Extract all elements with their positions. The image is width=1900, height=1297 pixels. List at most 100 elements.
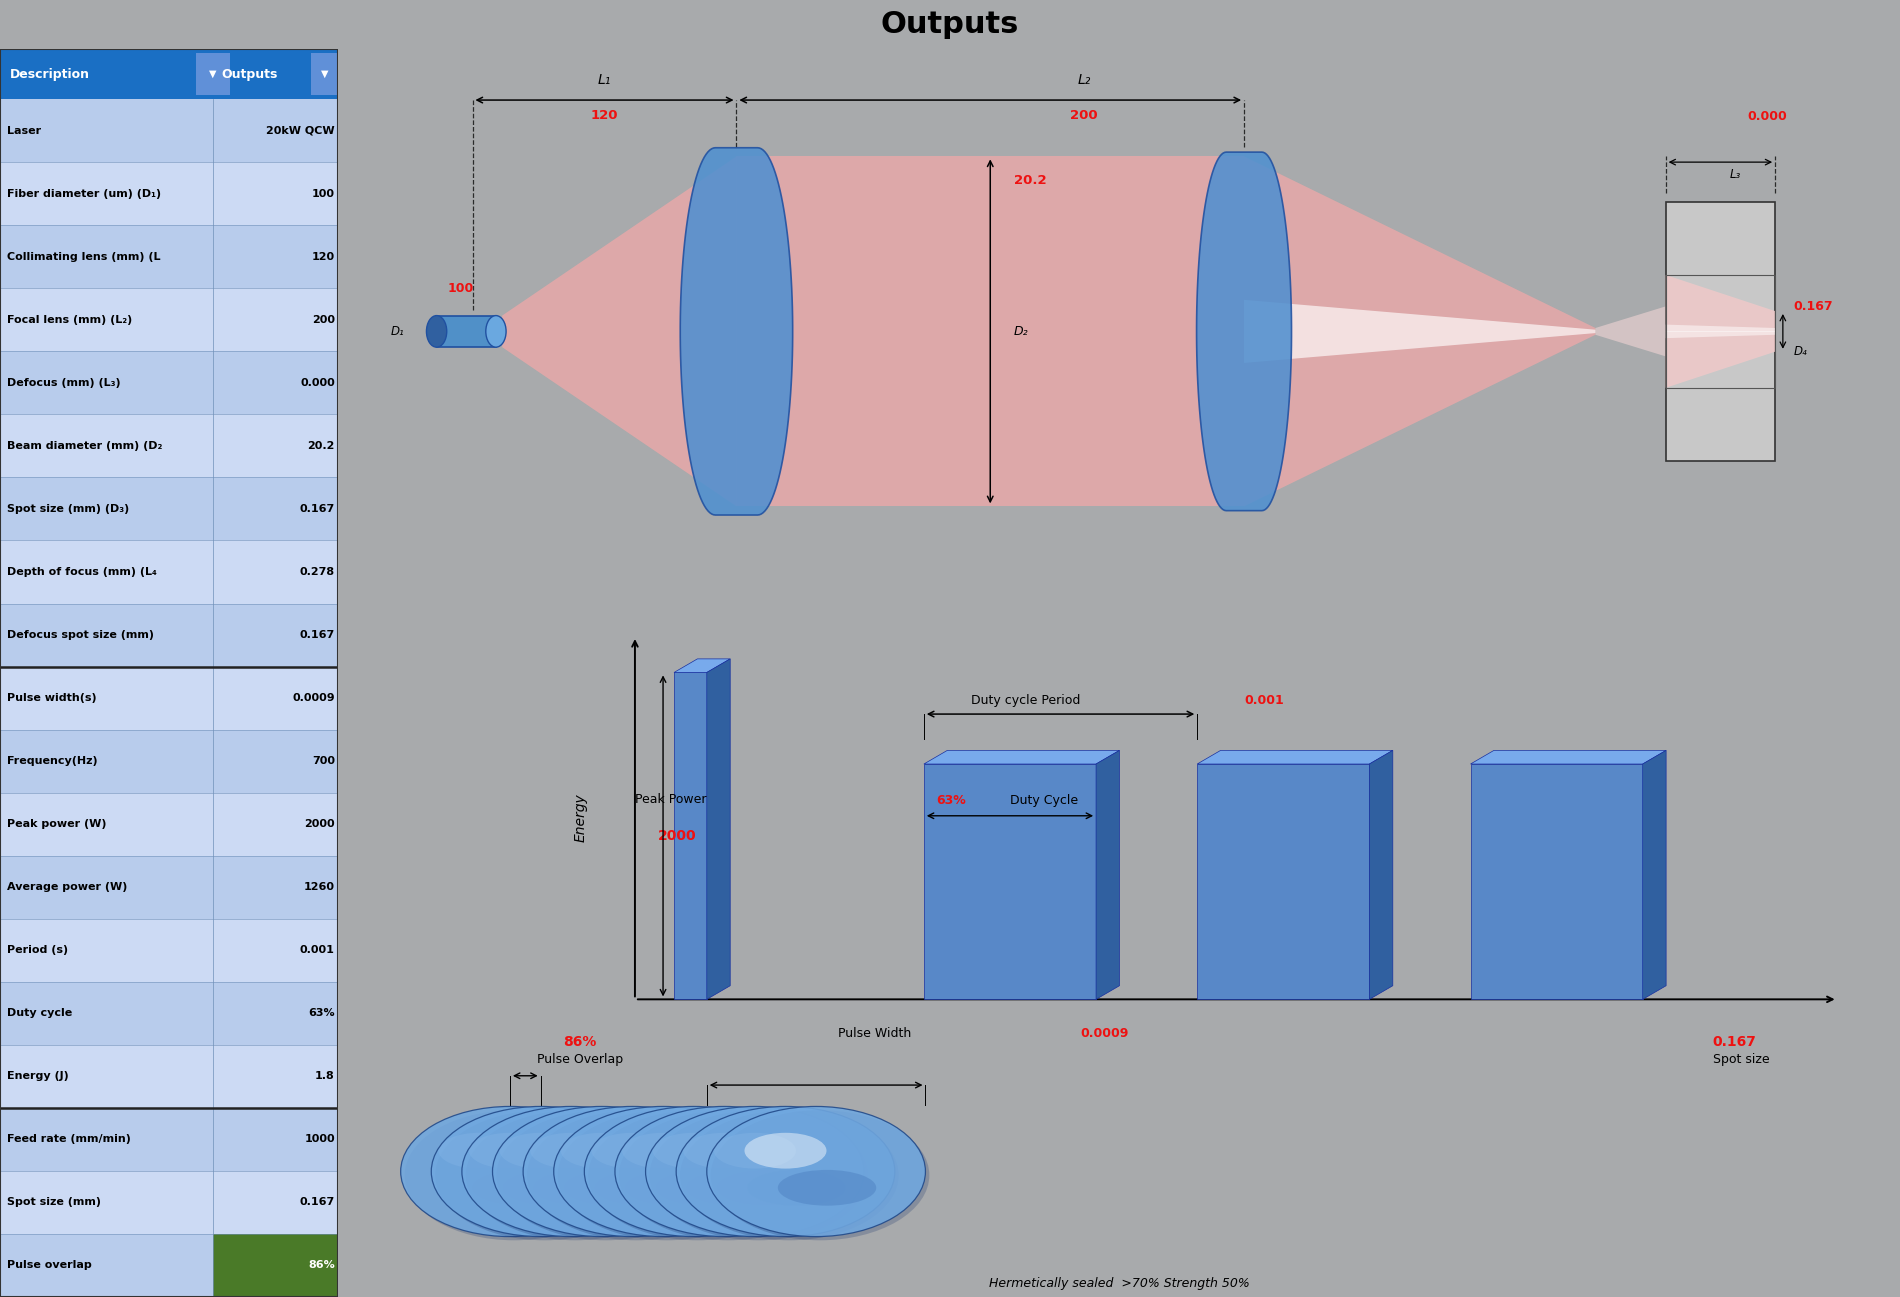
Ellipse shape bbox=[469, 1132, 551, 1169]
Ellipse shape bbox=[431, 1106, 650, 1236]
Ellipse shape bbox=[435, 1110, 654, 1240]
Text: Duty Cycle: Duty Cycle bbox=[1009, 794, 1077, 807]
Bar bbox=[312, 53, 338, 96]
Ellipse shape bbox=[405, 1110, 623, 1240]
Text: 20kW QCW: 20kW QCW bbox=[266, 126, 334, 136]
Text: 86%: 86% bbox=[564, 1035, 597, 1049]
Ellipse shape bbox=[426, 315, 446, 348]
Polygon shape bbox=[1666, 324, 1775, 339]
Bar bbox=[213, 730, 338, 792]
Ellipse shape bbox=[526, 1110, 745, 1240]
Text: Depth of focus (mm) (L₄: Depth of focus (mm) (L₄ bbox=[8, 567, 156, 577]
Ellipse shape bbox=[777, 1170, 876, 1206]
Ellipse shape bbox=[530, 1132, 612, 1169]
Text: 100: 100 bbox=[312, 189, 334, 198]
Bar bbox=[213, 162, 338, 226]
Bar bbox=[213, 415, 338, 477]
Polygon shape bbox=[1096, 751, 1119, 1000]
Bar bbox=[213, 351, 338, 415]
Ellipse shape bbox=[471, 1170, 570, 1206]
Polygon shape bbox=[1596, 272, 1775, 390]
Ellipse shape bbox=[462, 1106, 680, 1236]
Bar bbox=[0, 99, 213, 162]
Text: 63%: 63% bbox=[937, 794, 965, 807]
Ellipse shape bbox=[625, 1170, 724, 1206]
Text: D₁: D₁ bbox=[391, 324, 405, 339]
Text: Feed rate (mm/min): Feed rate (mm/min) bbox=[8, 1135, 131, 1144]
Polygon shape bbox=[1197, 751, 1393, 764]
Text: 2000: 2000 bbox=[659, 829, 697, 843]
Polygon shape bbox=[707, 659, 730, 1000]
Text: 20.2: 20.2 bbox=[1015, 174, 1047, 187]
Bar bbox=[0, 351, 213, 415]
Polygon shape bbox=[680, 148, 792, 515]
Bar bbox=[1666, 201, 1775, 462]
Text: 0.167: 0.167 bbox=[300, 630, 334, 639]
Ellipse shape bbox=[747, 1170, 846, 1206]
Text: 1260: 1260 bbox=[304, 882, 334, 892]
Bar bbox=[674, 672, 707, 1000]
Bar bbox=[213, 918, 338, 982]
Ellipse shape bbox=[591, 1132, 673, 1169]
Text: D₂: D₂ bbox=[1015, 324, 1028, 339]
Ellipse shape bbox=[522, 1106, 741, 1236]
Bar bbox=[213, 49, 338, 99]
Bar bbox=[213, 288, 338, 351]
Bar bbox=[213, 1045, 338, 1108]
Ellipse shape bbox=[619, 1110, 838, 1240]
Text: L₃: L₃ bbox=[1729, 167, 1740, 180]
Text: D₃: D₃ bbox=[1714, 398, 1727, 411]
Text: Fiber diameter (um) (D₁): Fiber diameter (um) (D₁) bbox=[8, 189, 162, 198]
Bar bbox=[1197, 764, 1370, 1000]
Text: Outputs: Outputs bbox=[882, 10, 1018, 39]
Ellipse shape bbox=[711, 1110, 929, 1240]
Text: L₂: L₂ bbox=[1077, 73, 1091, 87]
Ellipse shape bbox=[492, 1106, 711, 1236]
Bar bbox=[0, 288, 213, 351]
Text: Description: Description bbox=[10, 67, 89, 80]
Bar bbox=[213, 856, 338, 918]
Ellipse shape bbox=[595, 1170, 694, 1206]
Ellipse shape bbox=[534, 1170, 631, 1206]
Ellipse shape bbox=[745, 1132, 826, 1169]
Bar bbox=[0, 49, 338, 99]
Text: ▼: ▼ bbox=[209, 69, 217, 79]
Text: Duty cycle: Duty cycle bbox=[8, 1008, 72, 1018]
Ellipse shape bbox=[656, 1170, 754, 1206]
Text: Defocus (mm) (L₃): Defocus (mm) (L₃) bbox=[8, 377, 120, 388]
Ellipse shape bbox=[585, 1106, 804, 1236]
Ellipse shape bbox=[560, 1132, 642, 1169]
Bar bbox=[923, 764, 1096, 1000]
Text: 2000: 2000 bbox=[304, 820, 334, 829]
Polygon shape bbox=[1644, 751, 1666, 1000]
Text: Period (s): Period (s) bbox=[8, 946, 68, 956]
Bar bbox=[0, 1045, 213, 1108]
Bar bbox=[196, 53, 230, 96]
Ellipse shape bbox=[500, 1132, 581, 1169]
Polygon shape bbox=[737, 157, 1244, 506]
Bar bbox=[213, 541, 338, 603]
Text: Peak Power: Peak Power bbox=[635, 792, 707, 805]
Text: 0.167: 0.167 bbox=[1712, 1035, 1756, 1049]
Text: Energy: Energy bbox=[574, 794, 587, 842]
Bar bbox=[213, 1108, 338, 1171]
Text: Collimating lens (mm) (L: Collimating lens (mm) (L bbox=[8, 252, 160, 262]
Ellipse shape bbox=[439, 1132, 521, 1169]
Ellipse shape bbox=[564, 1170, 661, 1206]
Bar bbox=[0, 226, 213, 288]
Text: Pulse Overlap: Pulse Overlap bbox=[538, 1053, 623, 1066]
Ellipse shape bbox=[553, 1106, 773, 1236]
Bar bbox=[0, 541, 213, 603]
Bar bbox=[0, 1171, 213, 1233]
Ellipse shape bbox=[654, 1132, 735, 1169]
Text: 0.001: 0.001 bbox=[300, 946, 334, 956]
Text: 1000: 1000 bbox=[304, 1135, 334, 1144]
Text: 120: 120 bbox=[312, 252, 334, 262]
Text: 0.000: 0.000 bbox=[1748, 110, 1788, 123]
Text: 0.167: 0.167 bbox=[300, 1197, 334, 1208]
Polygon shape bbox=[1244, 300, 1596, 363]
Text: 200: 200 bbox=[1070, 109, 1098, 122]
Text: Peak power (W): Peak power (W) bbox=[8, 820, 106, 829]
Text: 1.8: 1.8 bbox=[315, 1071, 334, 1082]
Bar bbox=[213, 226, 338, 288]
